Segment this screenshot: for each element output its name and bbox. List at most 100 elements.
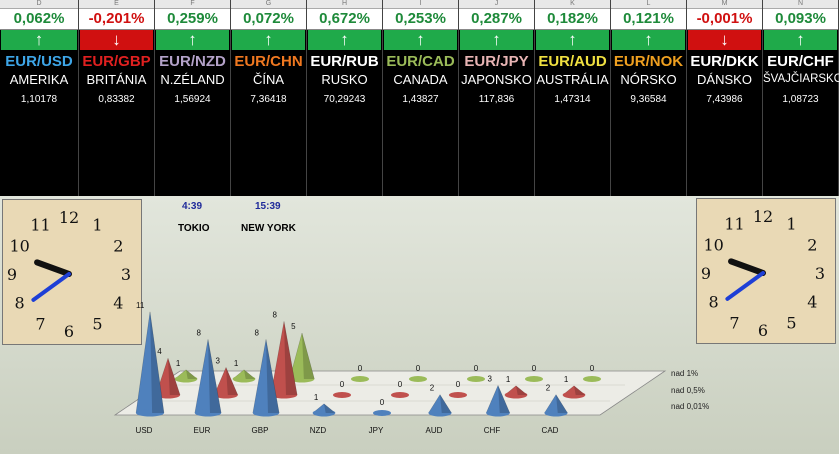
cone-zero (409, 376, 427, 382)
data-label: 0 (456, 380, 461, 389)
clock-number: 2 (807, 236, 817, 255)
country-name: ŠVAJČIARSKO (763, 73, 839, 85)
clock-number: 9 (7, 265, 17, 284)
data-label: 8 (255, 328, 260, 337)
column-letter[interactable]: F (155, 0, 230, 9)
data-label: 0 (398, 380, 403, 389)
data-label: 1 (564, 375, 569, 384)
minute-hand (725, 271, 765, 301)
country-name: AMERIKA (9, 72, 69, 87)
currency-column: F 0,259% ↑ EUR/NZD N.ZÉLAND 1,56924 (155, 0, 231, 196)
category-label: AUD (426, 426, 443, 435)
country-name: ČÍNA (252, 72, 285, 87)
exchange-rate: 1,56924 (174, 94, 211, 105)
column-letter[interactable]: M (687, 0, 762, 9)
country-name: DÁNSKO (697, 72, 752, 87)
legend-label: nad 1% (671, 369, 698, 378)
data-label: 8 (273, 310, 278, 319)
data-label: 1 (234, 359, 239, 368)
category-label: GBP (252, 426, 269, 435)
cone-base (136, 409, 164, 417)
newyork-time: 15:39 (255, 201, 281, 212)
cone-zero (351, 376, 369, 382)
arrow-down-icon: ↓ (80, 30, 153, 50)
cone-zero (373, 410, 391, 416)
currency-column: G 0,072% ↑ EUR/CHN ČÍNA 7,36418 (231, 0, 307, 196)
country-name: NÓRSKO (620, 72, 677, 87)
column-letter[interactable]: H (307, 0, 382, 9)
cone-base (562, 391, 586, 399)
change-percent: -0,201% (79, 9, 154, 30)
currency-column: M -0,001% ↓ EUR/DKK DÁNSKO 7,43986 (687, 0, 763, 196)
data-label: 0 (416, 364, 421, 373)
cone-shade (168, 358, 181, 395)
clock-number: 2 (113, 237, 123, 256)
column-letter[interactable]: K (535, 0, 610, 9)
cone-shade (498, 385, 510, 413)
column-letter[interactable]: J (459, 0, 534, 9)
arrow-up-icon: ↑ (1, 30, 77, 50)
cone-base (428, 409, 452, 417)
change-percent: 0,182% (535, 9, 610, 30)
currency-pair: EUR/GBP (82, 53, 151, 70)
data-label: 0 (380, 398, 385, 407)
cone-base (289, 375, 315, 383)
data-label: 0 (358, 364, 363, 373)
exchange-rate: 70,29243 (323, 94, 366, 105)
clock-number: 7 (35, 314, 45, 333)
data-label: 8 (197, 328, 202, 337)
column-letter[interactable]: E (79, 0, 154, 9)
currency-column: K 0,182% ↑ EUR/AUD AUSTRÁLIA 1,47314 (535, 0, 611, 196)
currency-pair: EUR/AUD (538, 53, 607, 70)
cone-shade (208, 339, 222, 413)
cone-zero (467, 376, 485, 382)
tokio-label: TOKIO (178, 223, 210, 234)
cone-shade (266, 339, 280, 413)
data-label: 0 (590, 364, 595, 373)
exchange-rate: 1,08723 (782, 94, 819, 105)
column-letter[interactable]: G (231, 0, 306, 9)
country-name: CANADA (393, 72, 448, 87)
column-letter[interactable]: I (383, 0, 458, 9)
cone-shade (226, 367, 238, 395)
clock-number: 12 (59, 208, 79, 227)
hour-hand (728, 258, 766, 276)
arrow-up-icon: ↑ (232, 30, 305, 50)
arrow-up-icon: ↑ (460, 30, 533, 50)
data-label: 0 (474, 364, 479, 373)
newyork-label: NEW YORK (241, 223, 296, 234)
clock-number: 8 (709, 293, 719, 312)
data-label: 2 (546, 384, 551, 393)
clock-number: 10 (9, 237, 29, 256)
hour-hand (34, 259, 72, 277)
clock-number: 8 (15, 294, 25, 313)
clock-number: 1 (786, 215, 796, 234)
data-label: 2 (430, 384, 435, 393)
cone-shade (556, 394, 568, 413)
clock-number: 5 (92, 314, 102, 333)
category-label: NZD (310, 426, 327, 435)
clock-number: 3 (121, 265, 131, 284)
currency-column: D 0,062% ↑ EUR/USD AMERIKA 1,10178 (0, 0, 79, 196)
currency-column: I 0,253% ↑ EUR/CAD CANADA 1,43827 (383, 0, 459, 196)
category-label: EUR (194, 426, 211, 435)
cone-shade (244, 369, 256, 379)
arrow-up-icon: ↑ (156, 30, 229, 50)
cone-base (312, 409, 336, 417)
cone-shade (516, 385, 528, 395)
cone-zero (391, 392, 409, 398)
column-letter[interactable]: L (611, 0, 686, 9)
arrow-up-icon: ↑ (308, 30, 381, 50)
cone-base (486, 409, 510, 417)
column-letter[interactable]: D (0, 0, 78, 9)
currency-column: E -0,201% ↓ EUR/GBP BRITÁNIA 0,83382 (79, 0, 155, 196)
cone-shade (440, 394, 452, 413)
legend-label: nad 0,01% (671, 402, 709, 411)
category-label: USD (136, 426, 153, 435)
currency-pair: EUR/CHF (767, 53, 834, 70)
cone-base (194, 409, 222, 417)
column-letter[interactable]: N (763, 0, 838, 9)
cone-zero (333, 392, 351, 398)
